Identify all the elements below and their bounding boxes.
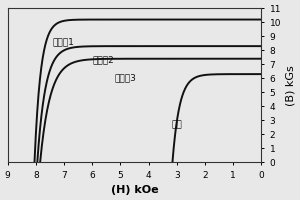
- X-axis label: (H) kOe: (H) kOe: [111, 185, 158, 195]
- Text: 实施例2: 实施例2: [92, 56, 114, 65]
- Text: 实施例3: 实施例3: [115, 74, 136, 83]
- Text: 实施例1: 实施例1: [53, 37, 75, 46]
- Text: 毛坏: 毛坏: [171, 120, 182, 129]
- Y-axis label: (B) kGs: (B) kGs: [285, 65, 295, 106]
